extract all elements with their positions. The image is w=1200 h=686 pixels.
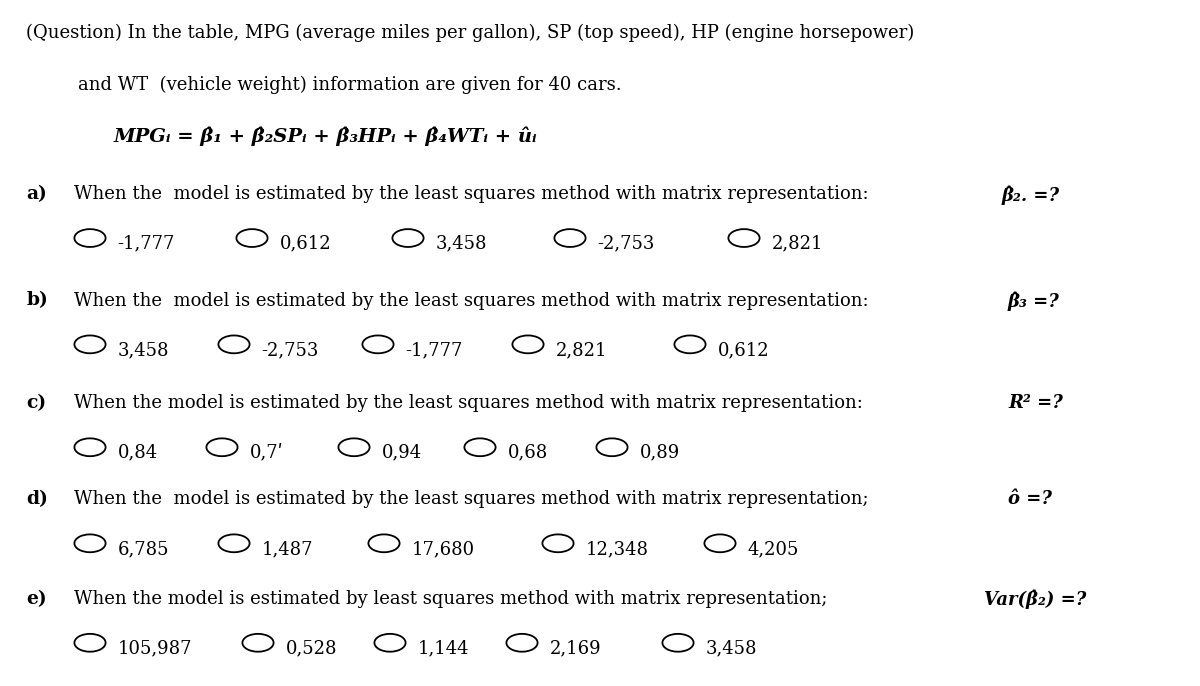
Text: 0,528: 0,528 bbox=[286, 639, 337, 657]
Text: 1,487: 1,487 bbox=[262, 540, 313, 558]
Text: 0,68: 0,68 bbox=[508, 444, 548, 462]
Text: 105,987: 105,987 bbox=[118, 639, 192, 657]
Text: 2,821: 2,821 bbox=[556, 341, 607, 359]
Text: When the model is estimated by the least squares method with matrix representati: When the model is estimated by the least… bbox=[74, 394, 875, 412]
Text: -2,753: -2,753 bbox=[598, 235, 655, 252]
Text: When the  model is estimated by the least squares method with matrix representat: When the model is estimated by the least… bbox=[74, 292, 875, 309]
Text: 3,458: 3,458 bbox=[118, 341, 169, 359]
Text: -1,777: -1,777 bbox=[406, 341, 463, 359]
Text: 0,612: 0,612 bbox=[280, 235, 331, 252]
Text: 3,458: 3,458 bbox=[706, 639, 757, 657]
Text: c): c) bbox=[26, 394, 47, 412]
Text: (Question) In the table, MPG (average miles per gallon), SP (top speed), HP (eng: (Question) In the table, MPG (average mi… bbox=[26, 24, 914, 43]
Text: Var(β̂₂) =?: Var(β̂₂) =? bbox=[984, 590, 1086, 609]
Text: MPGᵢ = β̂₁ + β̂₂SPᵢ + β̂₃HPᵢ + β̂₄WTᵢ + ûᵢ: MPGᵢ = β̂₁ + β̂₂SPᵢ + β̂₃HPᵢ + β̂₄WTᵢ + … bbox=[114, 127, 538, 146]
Text: e): e) bbox=[26, 590, 47, 608]
Text: 2,821: 2,821 bbox=[772, 235, 823, 252]
Text: When the  model is estimated by the least squares method with matrix representat: When the model is estimated by the least… bbox=[74, 490, 875, 508]
Text: β̂₃ =?: β̂₃ =? bbox=[1008, 292, 1060, 311]
Text: 2,169: 2,169 bbox=[550, 639, 601, 657]
Text: When the  model is estimated by the least squares method with matrix representat: When the model is estimated by the least… bbox=[74, 185, 875, 203]
Text: 0,84: 0,84 bbox=[118, 444, 157, 462]
Text: a): a) bbox=[26, 185, 47, 203]
Text: -2,753: -2,753 bbox=[262, 341, 319, 359]
Text: d): d) bbox=[26, 490, 48, 508]
Text: 3,458: 3,458 bbox=[436, 235, 487, 252]
Text: 6,785: 6,785 bbox=[118, 540, 169, 558]
Text: and WT  (vehicle weight) information are given for 40 cars.: and WT (vehicle weight) information are … bbox=[78, 75, 622, 94]
Text: 17,680: 17,680 bbox=[412, 540, 475, 558]
Text: 0,7ʹ: 0,7ʹ bbox=[250, 444, 283, 462]
Text: b): b) bbox=[26, 292, 48, 309]
Text: R² =?: R² =? bbox=[1008, 394, 1063, 412]
Text: 0,612: 0,612 bbox=[718, 341, 769, 359]
Text: 1,144: 1,144 bbox=[418, 639, 469, 657]
Text: 0,89: 0,89 bbox=[640, 444, 680, 462]
Text: 12,348: 12,348 bbox=[586, 540, 649, 558]
Text: 4,205: 4,205 bbox=[748, 540, 799, 558]
Text: 0,94: 0,94 bbox=[382, 444, 421, 462]
Text: ô =?: ô =? bbox=[1008, 490, 1052, 508]
Text: When the model is estimated by least squares method with matrix representation;: When the model is estimated by least squ… bbox=[74, 590, 834, 608]
Text: β̂₂. =?: β̂₂. =? bbox=[1002, 185, 1060, 204]
Text: -1,777: -1,777 bbox=[118, 235, 175, 252]
